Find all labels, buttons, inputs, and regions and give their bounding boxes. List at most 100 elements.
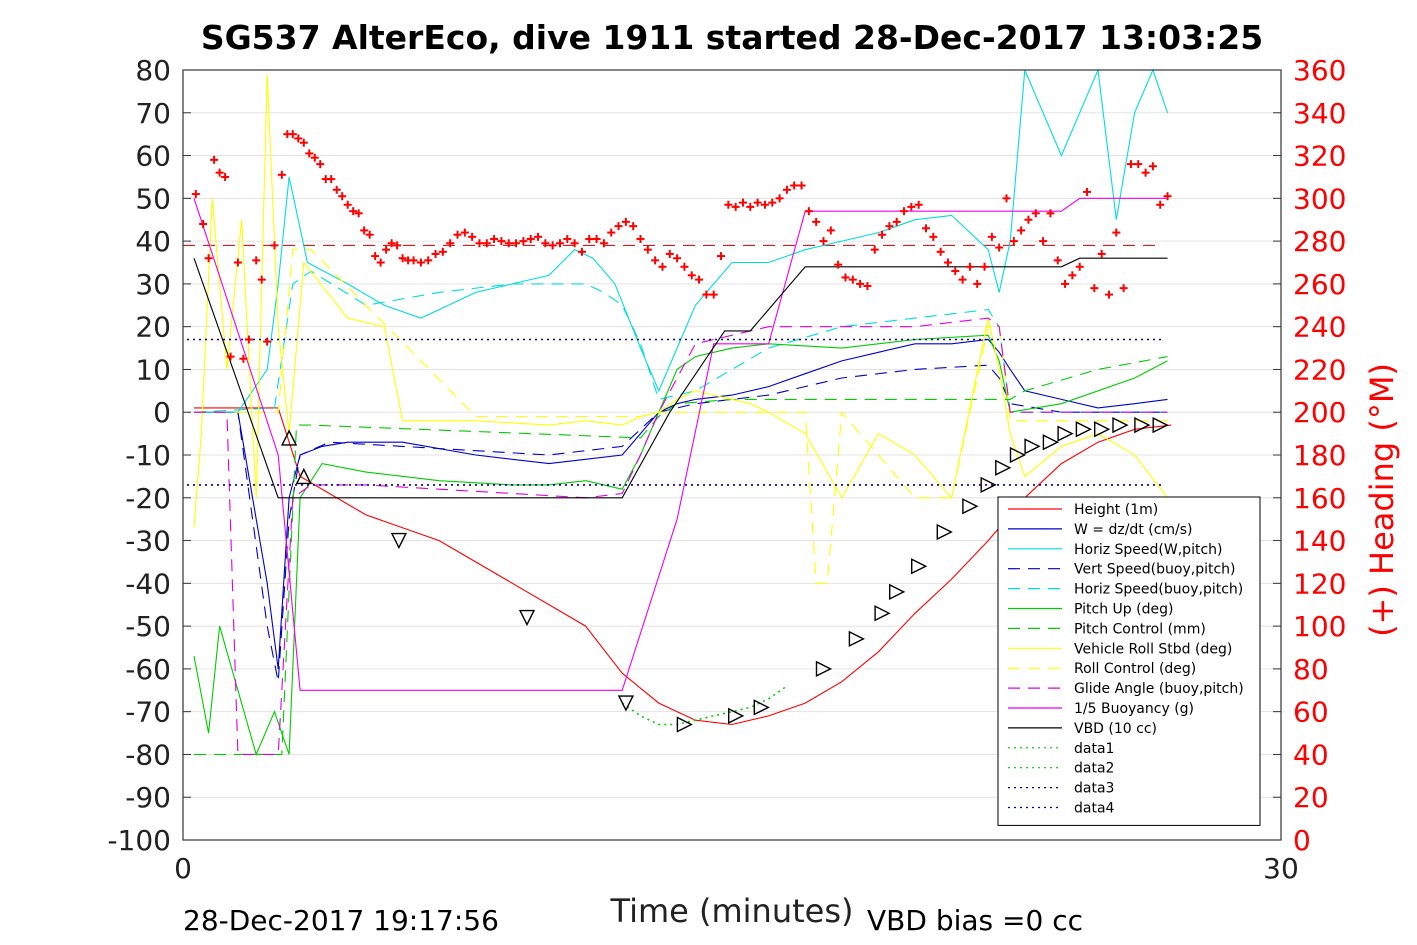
y2-tick-label: 320 — [1293, 140, 1346, 173]
heading-point — [1119, 284, 1128, 293]
heading-point — [878, 230, 887, 239]
y-tick-label: 60 — [135, 140, 171, 173]
series-line-9 — [194, 317, 1168, 755]
heading-point — [204, 254, 213, 263]
heading-point — [1061, 279, 1070, 288]
heading-point — [826, 226, 835, 235]
heading-point — [343, 200, 352, 209]
heading-point — [900, 207, 909, 216]
heading-point — [1024, 215, 1033, 224]
legend-label: Height (1m) — [1074, 502, 1158, 518]
heading-point — [724, 200, 733, 209]
heading-point — [263, 337, 272, 346]
heading-point — [490, 234, 499, 243]
legend-label: Horiz Speed(W,pitch) — [1074, 542, 1222, 558]
footer-timestamp: 28-Dec-2017 19:17:56 — [183, 904, 499, 937]
heading-point — [1148, 162, 1157, 171]
heading-point — [327, 175, 336, 184]
heading-point — [731, 202, 740, 211]
heading-point — [475, 239, 484, 248]
heading-point — [497, 237, 506, 246]
heading-point — [1163, 192, 1172, 201]
legend-label: Pitch Up (deg) — [1074, 602, 1173, 618]
legend-label: Vehicle Roll Stbd (deg) — [1074, 641, 1232, 657]
triangle-marker — [280, 429, 298, 446]
heading-point — [856, 279, 865, 288]
heading-point — [563, 234, 572, 243]
y-tick-label: 80 — [135, 54, 171, 87]
triangle-marker — [889, 583, 906, 601]
heading-point — [570, 239, 579, 248]
series-line-11 — [193, 257, 1168, 499]
y2-tick-label: 240 — [1293, 311, 1346, 344]
triangle-marker — [1134, 416, 1151, 434]
heading-point — [1104, 290, 1113, 299]
series-line-3 — [194, 364, 1168, 682]
series-line-5 — [193, 334, 1168, 757]
series-line-6 — [194, 356, 1168, 755]
triangle-marker — [980, 476, 997, 494]
heading-point — [1046, 209, 1055, 218]
triangle-marker — [728, 707, 745, 725]
y2-tick-label: 280 — [1293, 225, 1346, 258]
heading-point — [1083, 187, 1092, 196]
y-tick-label: -90 — [125, 781, 171, 814]
x-tick-label: 0 — [174, 852, 192, 885]
heading-point — [416, 258, 425, 267]
heading-point — [424, 256, 433, 265]
heading-point — [760, 200, 769, 209]
heading-point — [651, 256, 660, 265]
heading-point — [812, 217, 821, 226]
heading-point — [1141, 168, 1150, 177]
y2-tick-label: 340 — [1293, 97, 1346, 130]
heading-point — [460, 228, 469, 237]
y-tick-label: 10 — [135, 353, 171, 386]
y-tick-label: -10 — [125, 439, 171, 472]
heading-point — [658, 262, 667, 271]
y-tick-label: -50 — [125, 610, 171, 643]
heading-point — [987, 232, 996, 241]
heading-point — [541, 239, 550, 248]
heading-point — [746, 202, 755, 211]
triangle-marker — [1093, 421, 1111, 438]
heading-point — [585, 234, 594, 243]
heading-point — [687, 271, 696, 280]
heading-point — [702, 290, 711, 299]
y-tick-label: -70 — [125, 696, 171, 729]
y2-tick-label: 140 — [1293, 525, 1346, 558]
marker-group — [191, 130, 1172, 733]
series-group — [183, 67, 1172, 757]
heading-point — [365, 230, 374, 239]
legend-label: Glide Angle (buoy,pitch) — [1074, 681, 1244, 697]
y-tick-label: 70 — [135, 97, 171, 130]
heading-point — [277, 170, 286, 179]
y-tick-label: -60 — [125, 653, 171, 686]
y2-tick-label: 0 — [1293, 824, 1311, 857]
heading-point — [848, 275, 857, 284]
y2-tick-label: 20 — [1293, 781, 1329, 814]
triangle-marker — [1042, 434, 1059, 451]
axes: 80706050403020100-10-20-30-40-50-60-70-8… — [107, 54, 1346, 885]
legend-label: data2 — [1074, 761, 1114, 777]
heading-point — [943, 258, 952, 267]
heading-point — [431, 249, 440, 258]
heading-point — [907, 202, 916, 211]
triangle-marker — [390, 532, 408, 550]
triangle-marker — [1152, 416, 1169, 434]
heading-point — [951, 267, 960, 276]
y2-tick-label: 200 — [1293, 396, 1346, 429]
heading-point — [332, 185, 341, 194]
heading-point — [1068, 271, 1077, 280]
y2-tick-label: 60 — [1293, 696, 1329, 729]
heading-point — [753, 198, 762, 207]
y-tick-label: 40 — [135, 225, 171, 258]
y-tick-label: -80 — [125, 738, 171, 771]
triangle-marker — [848, 630, 865, 648]
legend-label: W = dz/dt (cm/s) — [1074, 522, 1193, 538]
heading-point — [446, 239, 455, 248]
heading-point — [1031, 209, 1040, 218]
heading-point — [636, 234, 645, 243]
series-line-8 — [194, 249, 1168, 584]
heading-point — [790, 181, 799, 190]
